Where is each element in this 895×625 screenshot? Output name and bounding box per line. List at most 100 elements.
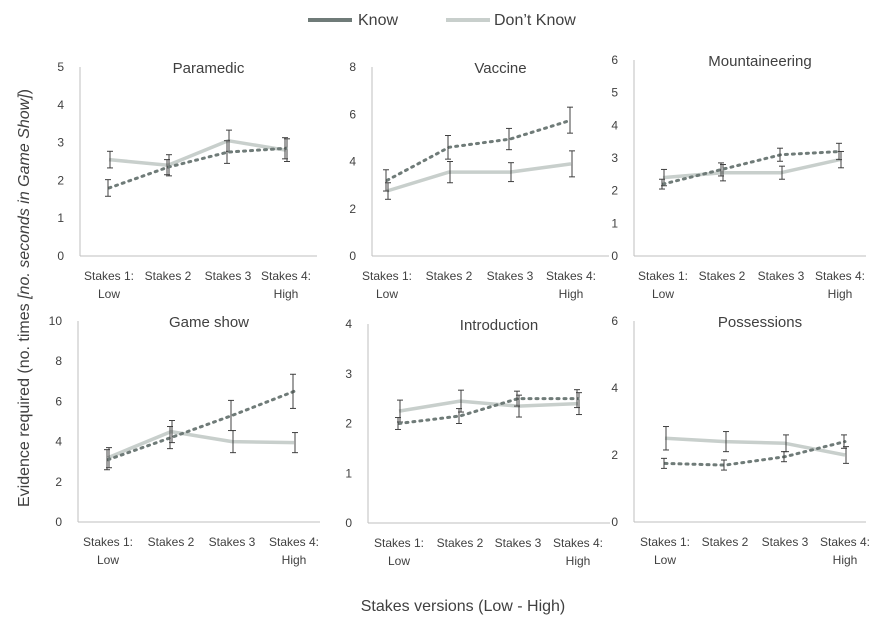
panel-paramedic: 0 1 2 3 4 5 Paramedic Stakes 1: Low Stakes 2 Stake… xyxy=(57,60,317,301)
series-dont-know xyxy=(663,426,849,464)
error-bar xyxy=(723,431,729,453)
series-know xyxy=(383,106,573,192)
x-tick-label: Stakes 4: xyxy=(815,269,865,283)
y-axis-title: Evidence required (no. times [no. second… xyxy=(16,89,33,507)
error-bar xyxy=(659,178,665,190)
x-tick-label: Stakes 3 xyxy=(758,269,805,283)
x-tick-label: Stakes 3 xyxy=(762,535,809,549)
series-line xyxy=(386,162,572,193)
error-bar xyxy=(514,390,520,407)
y-tick-label: 3 xyxy=(611,151,618,165)
y-tick-label: 0 xyxy=(611,515,618,529)
series-line xyxy=(398,399,579,413)
panel-title: Vaccine xyxy=(474,60,526,77)
x-tick-label: Stakes 3 xyxy=(487,269,534,283)
error-bar xyxy=(166,154,172,177)
panel-game-show: 0 2 4 6 8 10 Game show Stakes 1: Low Stakes 2 Stak… xyxy=(49,314,320,567)
x-tick-label: Low xyxy=(654,553,676,567)
error-bar xyxy=(164,159,170,176)
y-tick-label: 0 xyxy=(349,249,356,263)
x-tick-label: Stakes 4: xyxy=(261,269,311,283)
y-tick-label: 3 xyxy=(57,136,64,150)
series-line xyxy=(108,138,287,168)
error-bar xyxy=(292,432,298,454)
series-know xyxy=(659,142,842,190)
error-bar xyxy=(661,457,667,469)
y-tick-label: 2 xyxy=(611,448,618,462)
y-tick-label: 1 xyxy=(611,216,618,230)
series-dont-know xyxy=(385,150,575,200)
x-tick-label: Low xyxy=(388,554,410,568)
error-bar xyxy=(447,161,453,184)
x-tick-label: Stakes 4: xyxy=(546,269,596,283)
series-know xyxy=(661,434,847,471)
series-dont-know xyxy=(106,419,298,469)
x-tick-label: Stakes 3 xyxy=(495,536,542,550)
panel-title: Mountaineering xyxy=(708,53,811,70)
x-tick-label: Stakes 2 xyxy=(426,269,473,283)
y-axis-title-end: ) xyxy=(16,89,33,94)
panels: 0 1 2 3 4 5 Paramedic Stakes 1: Low Stakes 2 Stake… xyxy=(49,53,870,568)
error-bar xyxy=(836,142,842,161)
x-tick-label: Stakes 1: xyxy=(374,536,424,550)
series-know xyxy=(105,137,288,197)
error-bar xyxy=(508,162,514,183)
panel-possessions: 0 2 4 6 Possessions Stakes 1: Low Stakes 2 Stake… xyxy=(611,314,870,567)
y-tick-label: 4 xyxy=(611,381,618,395)
error-bar xyxy=(718,162,724,177)
series-dont-know xyxy=(661,150,844,187)
x-tick-label: Stakes 3 xyxy=(205,269,252,283)
y-tick-label: 0 xyxy=(57,249,64,263)
error-bar xyxy=(104,449,110,471)
series-line xyxy=(106,389,296,462)
x-tick-label: Low xyxy=(652,287,674,301)
x-tick-label: Low xyxy=(98,287,120,301)
panel-vaccine: 0 2 4 6 8 Vaccine Stakes 1: Low Stakes 2 Stakes 3… xyxy=(349,60,609,301)
y-tick-label: 4 xyxy=(349,155,356,169)
legend-label-dont-know: Don’t Know xyxy=(494,12,576,29)
x-tick-label: High xyxy=(274,287,299,301)
series-line xyxy=(397,397,580,425)
error-bar xyxy=(224,140,230,164)
error-bar xyxy=(841,434,847,449)
error-bar xyxy=(395,417,401,430)
series-line xyxy=(661,150,842,186)
error-bar xyxy=(574,389,580,409)
y-tick-label: 2 xyxy=(57,173,64,187)
y-tick-label: 6 xyxy=(349,107,356,121)
y-tick-label: 1 xyxy=(345,466,352,480)
y-tick-label: 5 xyxy=(611,86,618,100)
error-bar xyxy=(663,426,669,451)
x-tick-label: Stakes 1: xyxy=(638,269,688,283)
error-bar xyxy=(228,399,234,432)
y-tick-label: 4 xyxy=(57,98,64,112)
x-tick-label: Stakes 1: xyxy=(83,535,133,549)
error-bar xyxy=(777,147,783,162)
series-line xyxy=(107,429,295,460)
x-tick-label: Stakes 2 xyxy=(437,536,484,550)
error-bar xyxy=(282,137,288,160)
y-tick-label: 0 xyxy=(611,249,618,263)
y-tick-label: 2 xyxy=(349,202,356,216)
x-tick-label: Low xyxy=(97,553,119,567)
x-tick-label: Stakes 2 xyxy=(699,269,746,283)
y-tick-label: 2 xyxy=(55,475,62,489)
panel-title: Introduction xyxy=(460,317,538,334)
y-tick-label: 10 xyxy=(49,314,63,328)
panel-title: Game show xyxy=(169,314,249,331)
error-bar xyxy=(567,106,573,134)
error-bar xyxy=(781,451,787,463)
x-tick-label: Stakes 1: xyxy=(84,269,134,283)
y-axis-title-text: Evidence required (no. times xyxy=(16,299,33,507)
error-bar xyxy=(506,127,512,151)
x-tick-label: High xyxy=(559,287,584,301)
error-bar xyxy=(167,426,173,450)
y-tick-label: 2 xyxy=(345,417,352,431)
error-bar xyxy=(107,150,113,169)
series-line xyxy=(107,146,288,190)
y-tick-label: 4 xyxy=(345,317,352,331)
y-tick-label: 6 xyxy=(55,394,62,408)
x-tick-label: Stakes 4: xyxy=(269,535,319,549)
x-tick-label: Stakes 2 xyxy=(145,269,192,283)
panel-title: Paramedic xyxy=(173,60,245,77)
